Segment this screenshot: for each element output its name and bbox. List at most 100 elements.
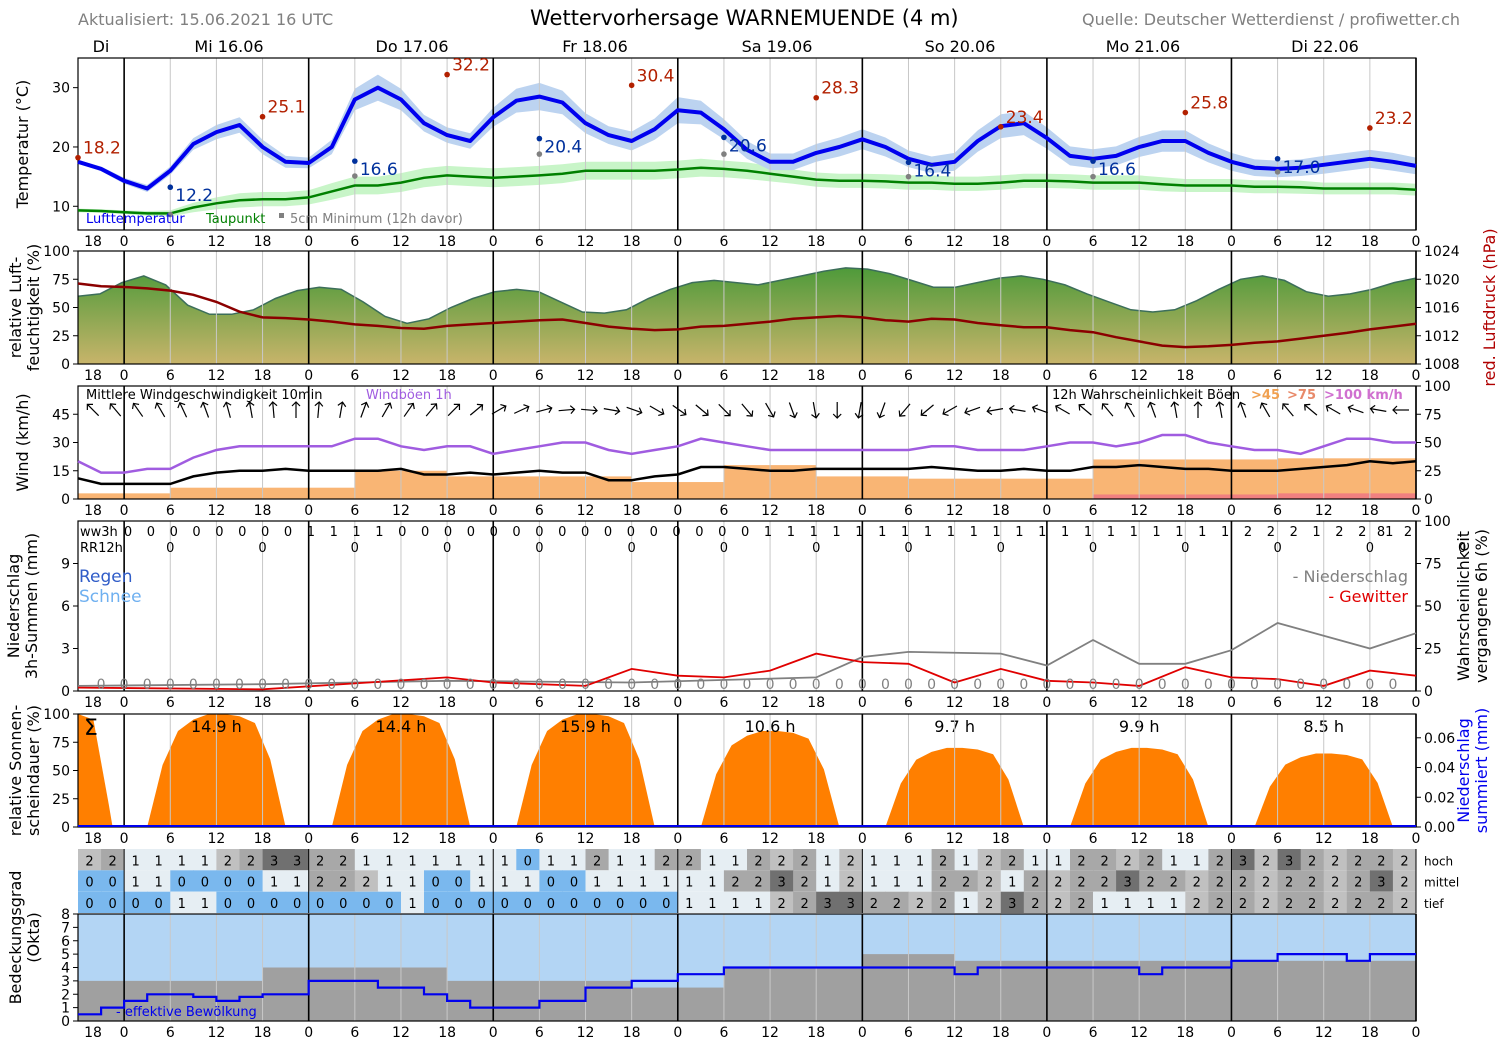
day-label: Mi 16.06 [194, 37, 263, 56]
wind-hour-tick: 18 [623, 503, 641, 519]
arrow-shaft [469, 404, 483, 416]
precipitation-hour-tick: 18 [992, 695, 1010, 711]
cloud-layer-cell [977, 891, 1002, 913]
cloud-layer-value: 2 [1308, 876, 1316, 891]
cloud-layer-cell [1046, 891, 1071, 913]
arrow-head [384, 402, 393, 409]
precipitation-zero-label: 0 [650, 677, 659, 693]
cloud-layer-cell [285, 870, 310, 892]
wind-hour-tick: 0 [1227, 503, 1236, 519]
arrow-shaft [1304, 404, 1318, 416]
air-temperature-band [78, 74, 1416, 192]
sunshine-area [78, 714, 113, 827]
rr12h-value: 0 [166, 541, 174, 556]
ww3h-value: 0 [284, 525, 292, 540]
cloud-layer-value: 2 [1377, 854, 1385, 869]
wind-hour-tick: 0 [120, 503, 129, 519]
sunshine-hour-tick: 0 [120, 831, 129, 847]
precipitation-hour-tick: 18 [438, 695, 456, 711]
sunshine-ytick-label: 75 [52, 735, 70, 751]
arrow-shaft [626, 406, 642, 414]
arrow-shaft [1125, 402, 1135, 418]
cloud-layer-value: 3 [847, 897, 855, 912]
cloud-cover-hour-tick: 6 [1273, 1025, 1282, 1041]
cloud-layer-value: 2 [339, 854, 347, 869]
cloud-cover-ytick-label: 1 [61, 1001, 70, 1017]
cloud-layer-cell [516, 870, 540, 892]
cloud-layer-cell [1023, 849, 1048, 871]
arrow-shaft [812, 402, 817, 418]
cloud-layer-row-label: hoch [1424, 854, 1453, 868]
arrow-shaft [1032, 406, 1048, 414]
cloud-layer-cell [1254, 849, 1279, 871]
arrow-head [942, 408, 949, 417]
precipitation-zero-label: 0 [1319, 677, 1328, 693]
cloud-layer-cell [1093, 891, 1117, 913]
gust-probability-ytick-label: 100 [1424, 379, 1451, 395]
cloud-layer-cell [78, 849, 102, 871]
arrow-shaft [360, 402, 367, 418]
arrow-shaft [1149, 402, 1157, 418]
temperature-axis-label: Temperatur (°C) [13, 80, 32, 210]
precipitation-hour-tick: 0 [1227, 695, 1236, 711]
cloud-layer-value: 1 [708, 897, 716, 912]
day-label: Sa 19.06 [742, 37, 813, 56]
cloud-layer-value: 2 [1285, 897, 1293, 912]
sunshine-hour-tick: 12 [392, 831, 410, 847]
cloud-layer-value: 0 [201, 876, 209, 891]
arrow-head [245, 401, 255, 408]
cloud-cover-hour-tick: 12 [946, 1025, 964, 1041]
humidity-ytick-label: 75 [52, 272, 70, 288]
cloud-layer-value: 1 [708, 876, 716, 891]
ww3h-value: 1 [787, 525, 795, 540]
min-temperature-label: 17.0 [1283, 158, 1321, 178]
precipitation-zero-label: 0 [1365, 677, 1374, 693]
precipitation-zero-label: 0 [581, 677, 590, 693]
cloud-cover-hour-tick: 6 [350, 1025, 359, 1041]
wind-direction-arrow [811, 402, 820, 419]
cloud-layer-value: 2 [85, 854, 93, 869]
sunshine-hour-tick: 0 [1412, 831, 1421, 847]
cloud-layer-cell [862, 891, 886, 913]
ground-minimum-point [1090, 173, 1096, 180]
temperature-plot [78, 74, 1416, 217]
cloud-layer-cell [1000, 870, 1025, 892]
cloud-layer-value: 2 [1331, 897, 1339, 912]
rr12h-value: 0 [443, 541, 451, 556]
precipitation-hour-tick: 0 [673, 695, 682, 711]
cloud-layer-cell [424, 891, 448, 913]
cloud-layer-cell [654, 849, 679, 871]
cloud-layer-value: 1 [1193, 854, 1201, 869]
max-temperature-point [259, 113, 266, 120]
temperature-hour-tick: 6 [904, 234, 913, 250]
rr12h-value: 0 [997, 541, 1005, 556]
cloud-layer-cell [793, 891, 817, 913]
cloud-layer-cell [562, 891, 586, 913]
cloud-layer-value: 2 [1216, 876, 1224, 891]
cloud-layer-cell [631, 891, 656, 913]
sum-axis-label: Niederschlagsummiert (mm) [1454, 708, 1491, 834]
arrow-head [1170, 401, 1180, 408]
wind-direction-arrow [381, 402, 393, 418]
temperature-hour-tick: 12 [946, 234, 964, 250]
cloud-layer-cell [239, 891, 264, 913]
cloud-layer-cell [1300, 870, 1325, 892]
humidity-hour-tick: 0 [489, 368, 498, 384]
arrow-shaft [248, 402, 253, 418]
cloud-cover-hour-tick: 18 [623, 1025, 641, 1041]
precipitation-hour-tick: 6 [719, 695, 728, 711]
cloud-layer-cell [354, 891, 379, 913]
arrow-head [1369, 404, 1376, 414]
arrow-shaft [718, 403, 731, 417]
wind-mean-line [77, 460, 1417, 486]
probability-ytick-label: 0 [1424, 684, 1433, 700]
wind-direction-arrow [832, 402, 842, 419]
min-temperature-label: 16.6 [360, 160, 398, 180]
cloud-cover-hour-tick: 0 [304, 1025, 313, 1041]
ww3h-value: 1 [352, 525, 360, 540]
gust-probability-ytick-label: 25 [1424, 464, 1442, 480]
precipitation-zero-label: 0 [996, 677, 1005, 693]
cloud-layer-cell [124, 849, 148, 871]
arrow-head [430, 403, 438, 410]
precipitation-zero-label: 0 [397, 677, 406, 693]
